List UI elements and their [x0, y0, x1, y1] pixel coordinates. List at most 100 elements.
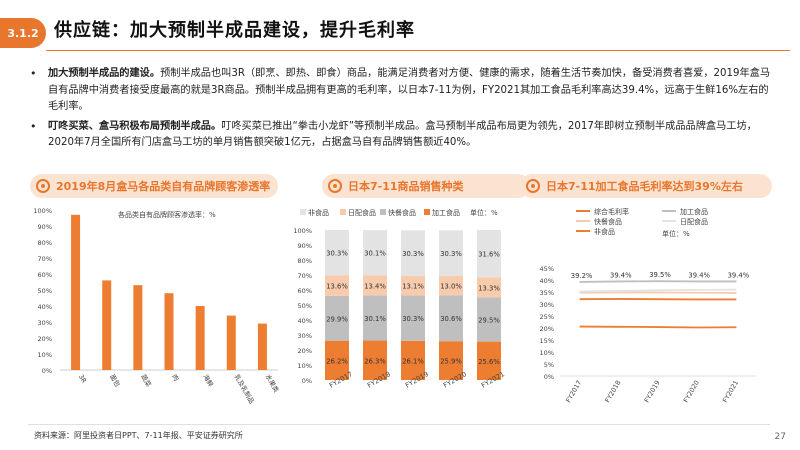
y-tick-label: 30% [540, 301, 554, 309]
legend-swatch [380, 209, 386, 215]
bar [195, 306, 205, 370]
bullet-item: • 加大预制半成品的建设。预制半成品也叫3R（即烹、即热、即食）商品，能满足消费… [26, 66, 776, 116]
data-label: 39.5% [649, 271, 671, 279]
data-label: 13.3% [478, 284, 500, 292]
legend-label: 日配食品 [348, 208, 376, 217]
bullet-heading: 加大预制半成品的建设。 [48, 68, 161, 79]
legend-label: 快餐食品 [388, 208, 416, 217]
bar [226, 315, 236, 370]
data-label: 39.2% [571, 272, 593, 280]
section-number-badge: 3.1.2 [0, 18, 46, 48]
y-tick-label: 90% [38, 223, 52, 231]
stacked-bar-segment [439, 275, 463, 296]
series-line [579, 288, 737, 293]
x-tick-label: FY2017 [564, 379, 583, 404]
data-label: 26.2% [326, 357, 348, 365]
legend-label: 综合毛利率 [594, 207, 629, 216]
data-label: 39.4% [728, 271, 750, 279]
x-tick-label: FY2020 [682, 379, 701, 404]
legend-swatch [300, 209, 306, 215]
y-tick-label: 20% [298, 347, 312, 355]
y-tick-label: 20% [540, 325, 554, 333]
x-tick-label: 3R [77, 373, 88, 385]
bullet-item: • 叮咚买菜、盒马积极布局预制半成品。叮咚买菜已推出“拳击小龙虾”等预制半成品。… [26, 119, 776, 152]
y-tick-label: 20% [38, 335, 52, 343]
stacked-bar-segment [439, 295, 463, 342]
y-tick-label: 10% [540, 349, 554, 357]
data-label: 13.4% [364, 282, 386, 290]
y-tick-label: 60% [298, 287, 312, 295]
legend-label: 各品类自有品牌顾客渗透率：% [118, 210, 216, 219]
left-chart-header: 2019年8月盒马各品类自有品牌顾客渗透率 [30, 174, 278, 198]
legend-swatch [424, 209, 430, 215]
data-label: 30.1% [364, 315, 386, 323]
title-divider [46, 50, 790, 51]
y-tick-label: 0% [544, 373, 554, 381]
target-icon [36, 179, 50, 193]
unit-label: 单位：% [662, 229, 690, 238]
y-tick-label: 70% [298, 272, 312, 280]
legend-label: 非食品 [308, 208, 329, 217]
y-tick-label: 40% [298, 317, 312, 325]
y-tick-label: 0% [42, 367, 52, 375]
bullet-dot-icon: • [30, 67, 37, 80]
bullet-list: • 加大预制半成品的建设。预制半成品也叫3R（即烹、即热、即食）商品，能满足消费… [26, 66, 776, 155]
y-tick-label: 30% [298, 332, 312, 340]
y-tick-label: 45% [540, 265, 554, 273]
data-label: 39.4% [610, 271, 632, 279]
stacked-bar-segment [363, 230, 387, 276]
data-label: 30.1% [364, 250, 386, 258]
mid-chart-header: 日本7-11商品销售种类 [322, 174, 530, 198]
stacked-bar-segment [401, 340, 425, 380]
stacked-bar-segment [477, 297, 501, 342]
data-label: 25.9% [440, 358, 462, 366]
legend-label: 加工食品 [680, 207, 708, 216]
data-label: 30.3% [440, 250, 462, 258]
right-chart-header: 日本7-11加工食品毛利率达到39%左右 [520, 174, 772, 198]
data-label: 13.1% [402, 283, 424, 291]
stacked-bar-segment [325, 230, 349, 276]
y-tick-label: 15% [540, 337, 554, 345]
bar [164, 293, 174, 370]
data-label: 29.9% [326, 315, 348, 323]
data-label: 39.4% [688, 271, 710, 279]
stacked-bar-segment [325, 295, 349, 341]
legend-label: 日配食品 [680, 217, 708, 226]
data-label: 13.0% [440, 283, 462, 291]
stacked-bar-segment [439, 341, 463, 380]
data-label: 26.1% [402, 357, 424, 365]
bullet-heading: 叮咚买菜、盒马积极布局预制半成品。 [48, 120, 222, 132]
y-tick-label: 35% [540, 289, 554, 297]
page-number: 27 [774, 432, 786, 442]
y-tick-label: 50% [38, 287, 52, 295]
y-tick-label: 100% [293, 227, 312, 235]
y-tick-label: 10% [38, 351, 52, 359]
stacked-bar-segment [477, 277, 501, 298]
target-icon [328, 179, 342, 193]
y-tick-label: 70% [38, 255, 52, 263]
stacked-bar-segment [363, 275, 387, 296]
bar [257, 323, 267, 370]
data-label: 29.5% [478, 316, 500, 324]
series-line [579, 325, 737, 329]
y-tick-label: 5% [544, 361, 554, 369]
left-chart-title: 2019年8月盒马各品类自有品牌顾客渗透率 [56, 180, 271, 193]
data-label: 26.3% [364, 357, 386, 365]
y-tick-label: 80% [38, 239, 52, 247]
y-tick-label: 25% [540, 313, 554, 321]
unit-label: 单位：% [470, 208, 498, 217]
y-tick-label: 30% [38, 319, 52, 327]
y-tick-label: 0% [302, 377, 312, 385]
right-chart-title: 日本7-11加工食品毛利率达到39%左右 [546, 180, 743, 193]
bullet-text: 预制半成品也叫3R（即烹、即热、即食）商品，能满足消费者对方便、健康的需求，随着… [48, 68, 771, 112]
y-tick-label: 80% [298, 257, 312, 265]
page-title: 供应链：加大预制半成品建设，提升毛利率 [54, 20, 415, 41]
data-label: 30.3% [402, 250, 424, 258]
stacked-bar-segment [401, 275, 425, 296]
data-label: 13.6% [326, 283, 348, 291]
x-tick-label: FY2021 [721, 379, 740, 404]
legend-swatch [340, 209, 346, 215]
stacked-bar-segment [325, 340, 349, 380]
section-number: 3.1.2 [7, 26, 39, 40]
